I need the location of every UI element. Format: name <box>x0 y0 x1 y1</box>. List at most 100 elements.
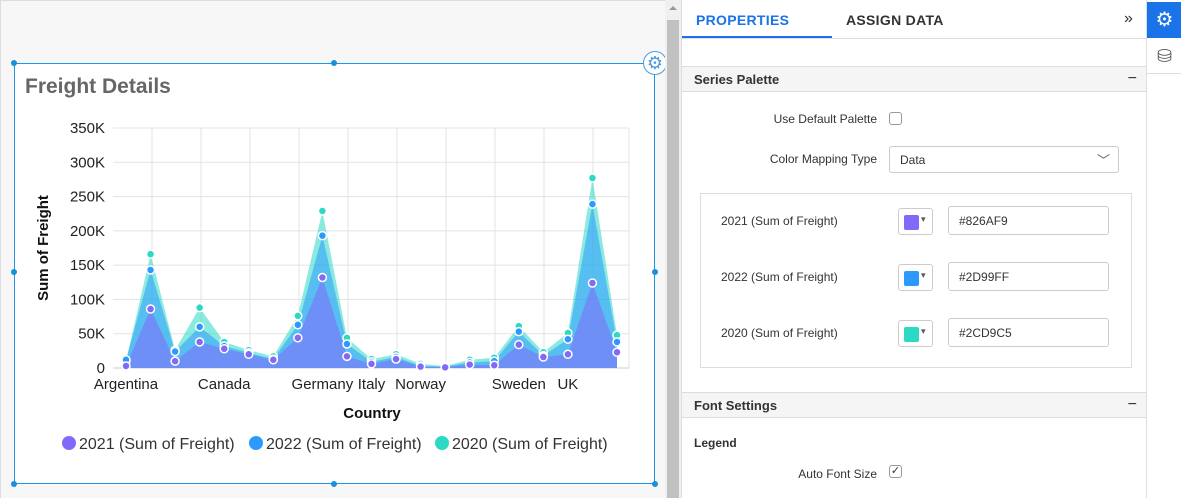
data-point <box>342 351 352 362</box>
section-title: Series Palette <box>694 72 780 87</box>
x-axis-title: Country <box>343 405 401 422</box>
series-color-row: 2020 (Sum of Freight) ▾ #2CD9C5 <box>701 318 1133 348</box>
series-color-row: 2021 (Sum of Freight) ▾ #826AF9 <box>701 206 1133 236</box>
gear-icon[interactable]: ⚙ <box>1147 2 1181 38</box>
section-title: Font Settings <box>694 398 778 413</box>
data-point <box>219 344 229 354</box>
data-point <box>440 362 450 373</box>
color-mapping-type-dropdown[interactable]: Data ﹀ <box>889 146 1119 173</box>
resize-handle[interactable] <box>11 269 17 275</box>
y-tick-label: 200K <box>70 223 105 240</box>
series-color-row: 2022 (Sum of Freight) ▾ #2D99FF <box>701 262 1133 292</box>
divider <box>682 38 1147 39</box>
x-tick-label: Germany <box>292 376 354 393</box>
legend-item: 2022 (Sum of Freight) <box>266 436 422 453</box>
collapse-section-icon[interactable]: − <box>1127 70 1137 87</box>
legend-item: 2021 (Sum of Freight) <box>79 436 235 453</box>
y-axis-title: Sum of Freight <box>35 195 52 301</box>
scroll-up-arrow-icon[interactable] <box>669 6 677 10</box>
color-picker-button[interactable]: ▾ <box>898 208 933 235</box>
tab-assign-data[interactable]: ASSIGN DATA <box>846 12 944 28</box>
legend-marker <box>62 436 76 450</box>
collapse-section-icon[interactable]: − <box>1127 396 1137 413</box>
color-swatch <box>904 271 919 286</box>
y-tick-label: 50K <box>78 326 105 343</box>
resize-handle[interactable] <box>11 481 17 487</box>
auto-font-size-checkbox[interactable]: ✓ <box>889 465 902 478</box>
data-point <box>293 311 303 321</box>
use-default-palette-label: Use Default Palette <box>773 112 877 126</box>
x-tick-label: Canada <box>198 376 251 393</box>
resize-handle[interactable] <box>331 60 337 66</box>
hex-color-input[interactable]: #826AF9 <box>948 206 1109 235</box>
data-point <box>317 206 328 216</box>
collapse-panel-icon[interactable]: » <box>1124 10 1133 27</box>
y-tick-label: 300K <box>70 154 105 171</box>
data-point <box>587 199 598 209</box>
data-point <box>612 347 622 357</box>
tab-properties[interactable]: PROPERTIES <box>696 12 790 28</box>
data-point <box>514 339 524 350</box>
resize-handle[interactable] <box>331 481 337 487</box>
x-tick-label: Argentina <box>94 376 159 393</box>
data-point <box>244 349 254 360</box>
y-tick-label: 350K <box>70 120 105 137</box>
data-point <box>317 230 328 241</box>
data-point <box>194 337 205 347</box>
y-tick-label: 150K <box>70 257 105 274</box>
hex-color-input[interactable]: #2CD9C5 <box>948 318 1109 347</box>
data-point <box>121 361 131 371</box>
series-palette-header[interactable]: Series Palette − <box>682 66 1147 92</box>
data-point <box>342 339 352 349</box>
active-tab-indicator <box>682 36 832 38</box>
database-icon[interactable]: ⛁ <box>1147 38 1181 74</box>
data-point <box>514 326 524 337</box>
data-point <box>415 361 426 372</box>
widget-settings-gear-icon[interactable]: ⚙ <box>643 51 667 75</box>
data-point <box>293 333 303 343</box>
area-chart: 0 50K 100K 150K 200K 250K 300K 350K Argentina Can… <box>35 120 630 453</box>
auto-font-size-label: Auto Font Size <box>798 467 877 481</box>
data-point <box>612 337 622 347</box>
x-tick-label: Norway <box>395 376 446 393</box>
legend-marker <box>249 436 263 450</box>
color-mapping-type-label: Color Mapping Type <box>769 152 877 166</box>
canvas-scrollbar[interactable] <box>665 0 681 498</box>
x-tick-label: Sweden <box>492 376 546 393</box>
data-point <box>366 359 377 369</box>
chevron-down-icon: ▾ <box>921 270 926 280</box>
color-picker-button[interactable]: ▾ <box>898 264 933 291</box>
color-swatch <box>904 215 919 230</box>
y-tick-label: 100K <box>70 291 105 308</box>
chevron-down-icon: ﹀ <box>1096 153 1110 168</box>
legend-subheading: Legend <box>694 436 737 450</box>
data-point <box>464 359 475 370</box>
data-point <box>391 354 401 364</box>
data-point <box>293 320 303 330</box>
series-label: 2020 (Sum of Freight) <box>721 326 838 340</box>
series-color-list: 2021 (Sum of Freight) ▾ #826AF9 2022 (Su… <box>700 193 1132 368</box>
font-settings-header[interactable]: Font Settings − <box>682 392 1147 418</box>
color-swatch <box>904 327 919 342</box>
data-point <box>194 302 205 313</box>
resize-handle[interactable] <box>11 60 17 66</box>
properties-panel: PROPERTIES ASSIGN DATA » Series Palette −… <box>681 0 1147 498</box>
data-point <box>268 355 279 365</box>
hex-color-input[interactable]: #2D99FF <box>948 262 1109 291</box>
chevron-down-icon: ▾ <box>921 326 926 336</box>
data-point <box>563 349 573 360</box>
series-label: 2021 (Sum of Freight) <box>721 214 838 228</box>
scrollbar-thumb[interactable] <box>667 20 679 498</box>
color-picker-button[interactable]: ▾ <box>898 320 933 347</box>
series-label: 2022 (Sum of Freight) <box>721 270 838 284</box>
resize-handle[interactable] <box>652 269 658 275</box>
resize-handle[interactable] <box>652 481 658 487</box>
data-point <box>145 249 156 259</box>
data-point <box>170 356 180 366</box>
chevron-down-icon: ▾ <box>921 214 926 224</box>
data-point <box>538 352 549 362</box>
use-default-palette-checkbox[interactable] <box>889 112 902 125</box>
data-point <box>587 173 598 183</box>
x-tick-label: UK <box>557 376 578 393</box>
data-point <box>317 272 328 283</box>
